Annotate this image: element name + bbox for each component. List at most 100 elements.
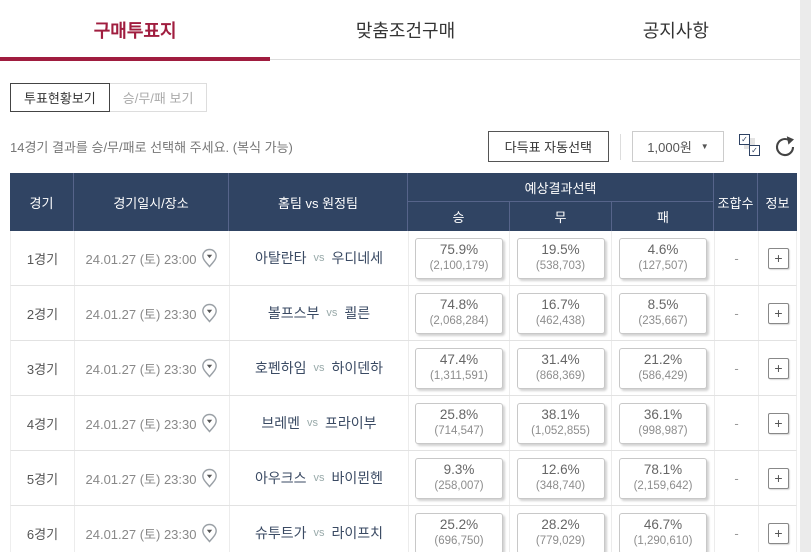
info-expand-button[interactable]: + xyxy=(768,467,789,489)
draw-percent: 19.5% xyxy=(541,242,580,258)
multi-select-checkbox-icon[interactable]: ✓ ✓ xyxy=(739,133,763,160)
away-team: 바이뮌헨 xyxy=(331,470,384,486)
draw-select-button[interactable]: 28.2% (779,029) xyxy=(516,512,605,552)
draw-percent: 31.4% xyxy=(541,352,580,368)
refresh-button[interactable] xyxy=(773,135,797,159)
draw-cell: 19.5% (538,703) xyxy=(509,231,611,285)
tab-custom-condition-purchase[interactable]: 맞춤조건구매 xyxy=(355,20,456,41)
win-vote-count: (258,007) xyxy=(434,480,484,493)
draw-select-button[interactable]: 19.5% (538,703) xyxy=(516,237,605,279)
info-expand-button[interactable]: + xyxy=(768,412,789,434)
match-number: 2경기 xyxy=(26,306,59,322)
draw-cell: 12.6% (348,740) xyxy=(509,451,611,505)
teams-cell: 호펜하임 vs 하이덴하 xyxy=(229,341,408,395)
draw-vote-count: (348,740) xyxy=(535,480,586,493)
vote-status-view-button[interactable]: 투표현황보기 xyxy=(10,83,110,112)
match-datetime-text: 24.01.27 (토) 23:30 xyxy=(85,361,197,377)
lose-vote-count: (1,290,610) xyxy=(633,535,693,548)
location-pin-dropdown-icon[interactable] xyxy=(201,303,218,323)
table-row: 1경기 24.01.27 (토) 23:00 아탈란타 vs 우디네세 75.9… xyxy=(10,231,797,286)
info-expand-button[interactable]: + xyxy=(768,357,789,379)
draw-vote-count: (1,052,855) xyxy=(531,425,590,438)
checkbox-checked-icon: ✓ xyxy=(749,145,760,156)
draw-select-button[interactable]: 31.4% (868,369) xyxy=(516,347,605,389)
location-pin-dropdown-icon[interactable] xyxy=(201,358,218,378)
teams-cell: 아탈란타 vs 우디네세 xyxy=(229,231,408,285)
lose-select-button[interactable]: 8.5% (235,667) xyxy=(619,292,707,334)
location-pin-dropdown-icon[interactable] xyxy=(201,468,218,488)
vs-label: vs xyxy=(313,362,325,374)
table-header: 경기 경기일시/장소 홈팀 vs 원정팀 예상결과선택 승 무 패 조합수 정보 xyxy=(10,173,797,231)
checkbox-checked-icon: ✓ xyxy=(739,134,750,145)
draw-select-button[interactable]: 16.7% (462,438) xyxy=(516,292,605,334)
auto-select-top-votes-button[interactable]: 다득표 자동선택 xyxy=(487,131,609,162)
table-row: 2경기 24.01.27 (토) 23:30 볼프스부 vs 쾰른 74.8% … xyxy=(10,286,797,341)
lose-select-button[interactable]: 46.7% (1,290,610) xyxy=(619,512,707,552)
lose-select-button[interactable]: 4.6% (127,507) xyxy=(619,237,707,279)
draw-vote-count: (538,703) xyxy=(535,260,586,273)
combo-count-value: - xyxy=(714,506,758,552)
lose-select-button[interactable]: 21.2% (586,429) xyxy=(619,347,707,389)
win-cell: 25.2% (696,750) xyxy=(408,506,509,552)
location-pin-dropdown-icon[interactable] xyxy=(201,413,218,433)
combo-count-value: - xyxy=(714,231,758,285)
win-percent: 74.8% xyxy=(439,297,479,313)
amount-select[interactable]: 1,000원 ▼ xyxy=(632,131,724,162)
lose-vote-count: (586,429) xyxy=(638,370,688,383)
match-datetime-text: 24.01.27 (토) 23:30 xyxy=(85,471,197,487)
lose-percent: 21.2% xyxy=(643,352,683,368)
info-expand-button[interactable]: + xyxy=(768,302,789,324)
draw-select-button[interactable]: 12.6% (348,740) xyxy=(516,457,605,499)
win-vote-count: (1,311,591) xyxy=(430,370,488,383)
win-cell: 47.4% (1,311,591) xyxy=(408,341,509,395)
lose-cell: 21.2% (586,429) xyxy=(611,341,714,395)
match-number: 6경기 xyxy=(26,526,59,542)
lose-select-button[interactable]: 36.1% (998,987) xyxy=(619,402,707,444)
win-cell: 25.8% (714,547) xyxy=(408,396,509,450)
tab-notice[interactable]: 공지사항 xyxy=(642,20,709,41)
draw-cell: 38.1% (1,052,855) xyxy=(509,396,611,450)
info-expand-button[interactable]: + xyxy=(768,522,789,544)
scroll-gutter xyxy=(800,0,811,552)
info-cell: + xyxy=(758,286,798,340)
lose-vote-count: (2,159,642) xyxy=(633,480,693,493)
lose-cell: 36.1% (998,987) xyxy=(611,396,714,450)
lose-select-button[interactable]: 78.1% (2,159,642) xyxy=(619,457,707,499)
away-team: 쾰른 xyxy=(344,305,371,321)
info-cell: + xyxy=(758,506,798,552)
draw-vote-count: (779,029) xyxy=(535,535,586,548)
win-select-button[interactable]: 74.8% (2,068,284) xyxy=(415,292,503,334)
win-cell: 9.3% (258,007) xyxy=(408,451,509,505)
tab-purchase-ticket[interactable]: 구매투표지 xyxy=(0,0,271,61)
info-expand-button[interactable]: + xyxy=(768,247,789,269)
vs-label: vs xyxy=(313,472,325,484)
draw-cell: 28.2% (779,029) xyxy=(509,506,611,552)
win-select-button[interactable]: 75.9% (2,100,179) xyxy=(415,237,503,279)
win-select-button[interactable]: 9.3% (258,007) xyxy=(415,457,503,499)
table-body: 1경기 24.01.27 (토) 23:00 아탈란타 vs 우디네세 75.9… xyxy=(10,231,797,552)
match-datetime-text: 24.01.27 (토) 23:30 xyxy=(85,306,197,322)
win-select-button[interactable]: 47.4% (1,311,591) xyxy=(415,347,503,389)
control-group: 다득표 자동선택 1,000원 ▼ ✓ ✓ xyxy=(487,131,797,162)
home-team: 슈투트가 xyxy=(254,525,307,541)
location-pin-dropdown-icon[interactable] xyxy=(201,523,218,543)
win-select-button[interactable]: 25.2% (696,750) xyxy=(415,512,503,552)
teams-cell: 볼프스부 vs 쾰른 xyxy=(229,286,408,340)
draw-percent: 28.2% xyxy=(541,517,580,533)
combo-count-value: - xyxy=(714,286,758,340)
win-select-button[interactable]: 25.8% (714,547) xyxy=(415,402,503,444)
control-row: 14경기 결과를 승/무/패로 선택해 주세요. (복식 가능) 다득표 자동선… xyxy=(10,131,797,162)
teams-cell: 아우크스 vs 바이뮌헨 xyxy=(229,451,408,505)
location-pin-dropdown-icon[interactable] xyxy=(201,248,218,268)
match-datetime-cell: 24.01.27 (토) 23:30 xyxy=(74,451,229,505)
draw-select-button[interactable]: 38.1% (1,052,855) xyxy=(516,402,605,444)
home-team: 브레멘 xyxy=(261,415,301,431)
info-cell: + xyxy=(758,451,798,505)
match-datetime-text: 24.01.27 (토) 23:30 xyxy=(85,416,197,432)
home-team: 아우크스 xyxy=(254,470,307,486)
lose-cell: 78.1% (2,159,642) xyxy=(611,451,714,505)
info-cell: + xyxy=(758,231,798,285)
win-percent: 25.8% xyxy=(439,407,479,423)
lose-cell: 8.5% (235,667) xyxy=(611,286,714,340)
win-draw-lose-view-button[interactable]: 승/무/패 보기 xyxy=(109,83,208,112)
